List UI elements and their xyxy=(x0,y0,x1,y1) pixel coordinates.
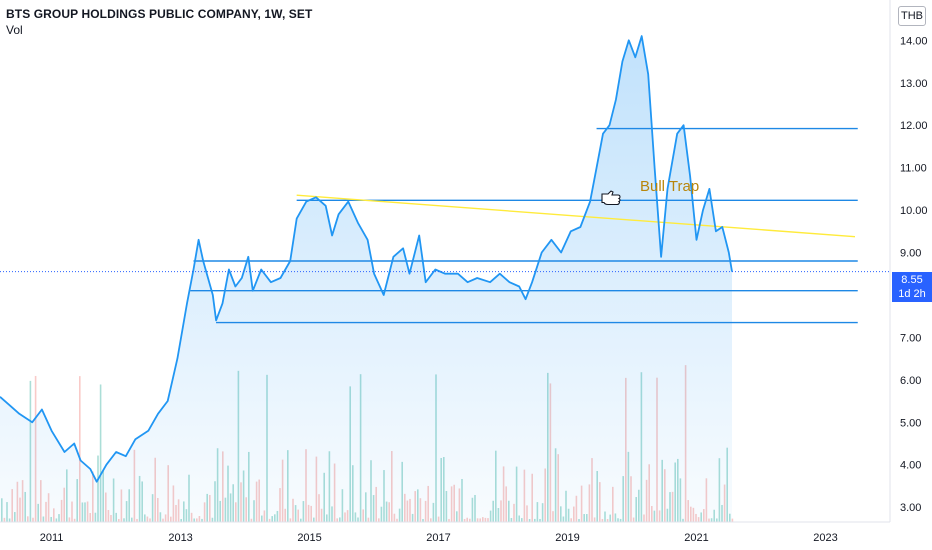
x-tick-label: 2017 xyxy=(426,532,450,544)
volume-bar xyxy=(99,384,102,522)
price-area-fill xyxy=(0,36,732,522)
x-tick-label: 2015 xyxy=(297,532,321,544)
y-tick-label: 7.00 xyxy=(900,332,921,344)
bar-countdown: 1d 2h xyxy=(898,288,926,300)
currency-button[interactable]: THB xyxy=(898,6,926,26)
y-axis[interactable]: 3.004.005.006.007.008.009.0010.0011.0012… xyxy=(900,35,928,514)
chart-header: BTS GROUP HOLDINGS PUBLIC COMPANY, 1W, S… xyxy=(6,6,312,38)
last-price-badge: 8.55 1d 2h xyxy=(892,272,932,302)
x-tick-label: 2021 xyxy=(684,532,708,544)
price-series-line xyxy=(0,35,733,483)
y-tick-label: 9.00 xyxy=(900,248,921,260)
annotation[interactable]: Bull Trap xyxy=(601,178,699,206)
x-tick-label: 2011 xyxy=(40,532,64,544)
price-line xyxy=(0,35,733,483)
trend-line[interactable] xyxy=(296,194,856,238)
pointing-hand-icon xyxy=(601,190,621,206)
y-tick-label: 12.00 xyxy=(900,120,928,132)
y-tick-label: 14.00 xyxy=(900,35,928,47)
y-tick-label: 4.00 xyxy=(900,460,921,472)
x-tick-label: 2013 xyxy=(168,532,192,544)
x-tick-label: 2019 xyxy=(555,532,579,544)
volume-label[interactable]: Vol xyxy=(6,23,23,37)
x-tick-label: 2023 xyxy=(813,532,837,544)
volume-bar xyxy=(79,376,81,522)
y-tick-label: 6.00 xyxy=(900,375,921,387)
price-area xyxy=(0,36,732,522)
horizontal-lines[interactable] xyxy=(190,127,858,324)
y-tick-label: 3.00 xyxy=(900,502,921,514)
last-price-value: 8.55 xyxy=(901,274,923,286)
x-axis[interactable]: 2011 2013 2015 2017 2019 2021 2023 xyxy=(40,532,838,544)
y-tick-label: 11.00 xyxy=(900,163,927,175)
volume-bar xyxy=(731,518,734,522)
trendlines[interactable] xyxy=(296,194,856,238)
annotation-text[interactable]: Bull Trap xyxy=(640,178,699,195)
y-tick-label: 5.00 xyxy=(900,417,921,429)
y-tick-label: 13.00 xyxy=(900,78,928,90)
symbol-title[interactable]: BTS GROUP HOLDINGS PUBLIC COMPANY, 1W, S… xyxy=(6,7,313,21)
y-tick-label: 10.00 xyxy=(900,205,928,217)
